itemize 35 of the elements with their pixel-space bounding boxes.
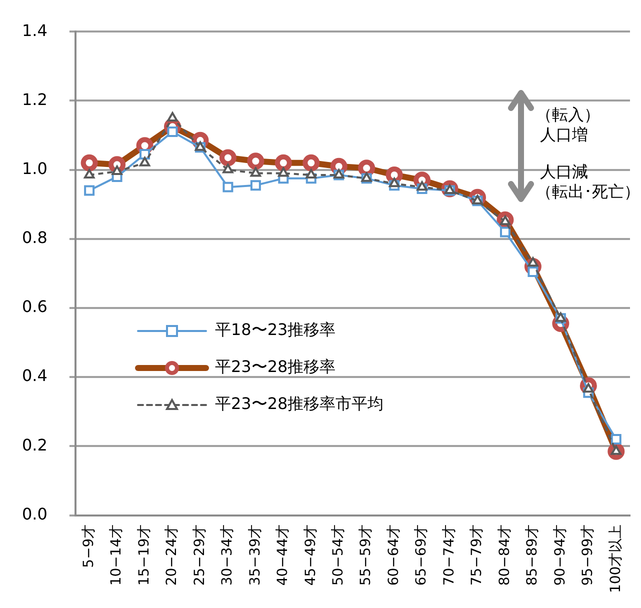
y-tick-label: 1.4 [22,20,48,40]
x-tick-label: 35−39才 [247,524,264,586]
x-tick-label: 75−79才 [469,524,486,586]
x-tick-label: 95−99才 [580,524,596,586]
x-tick-label: 15−19才 [136,524,152,586]
legend-label: 平23〜28推移率市平均 [215,394,384,415]
y-tick-label: 0.6 [22,297,48,316]
x-tick-label: 80−84才 [496,524,513,586]
annotation: （転入） [536,105,600,125]
x-tick-label: 50−54才 [330,524,346,586]
annotation: 人口増 [540,125,588,145]
y-tick-label: 0.8 [22,228,48,248]
x-tick-label: 25−29才 [192,524,208,586]
y-tick-label: 0.4 [22,366,48,386]
x-tick-label: 85−89才 [524,524,541,586]
x-tick-label: 65−69才 [414,524,430,586]
y-tick-label: 0.0 [22,504,48,524]
x-tick-label: 30−34才 [220,524,236,586]
x-tick-label: 40−44才 [275,524,292,586]
x-tick-label: 55−59才 [358,524,374,586]
annotation: （転出･死亡） [536,182,640,202]
x-tick-label: 20−24才 [164,524,180,586]
legend-label: 平23〜28推移率 [215,357,336,378]
x-tick-label: 5−9才 [80,524,97,568]
legend-label: 平18〜23推移率 [215,320,336,341]
y-tick-label: 1.0 [22,158,48,178]
annotation: 人口減 [540,162,588,182]
y-tick-label: 1.2 [22,90,48,109]
x-tick-label: 90−94才 [552,524,568,586]
x-tick-label: 45−49才 [302,524,319,586]
x-tick-label: 70−74才 [441,524,458,586]
x-tick-label: 100才以上 [608,524,624,594]
x-tick-label: 10−14才 [108,524,125,586]
x-tick-label: 60−64才 [386,524,402,586]
y-tick-label: 0.2 [22,435,48,454]
